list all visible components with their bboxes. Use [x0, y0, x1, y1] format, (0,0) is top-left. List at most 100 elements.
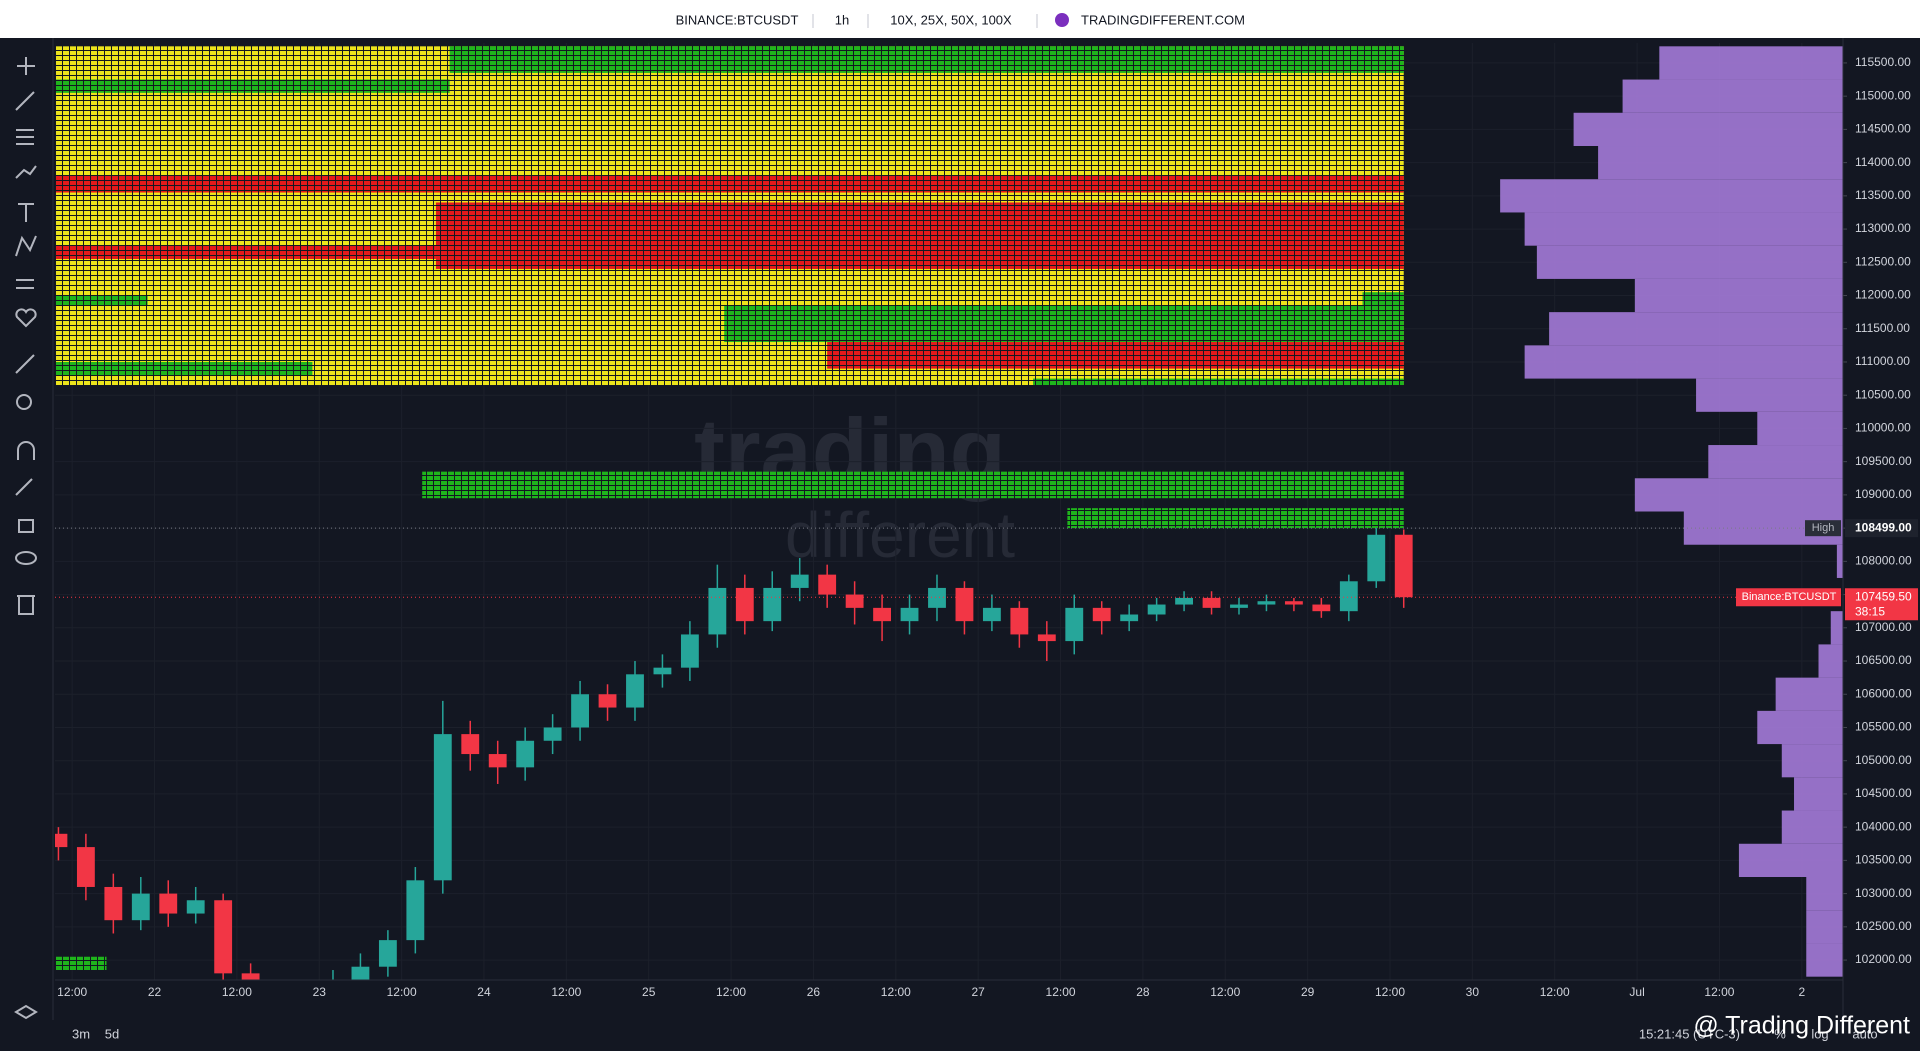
y-tick-label: 105500.00 — [1855, 720, 1912, 734]
profile-bar — [1696, 378, 1843, 412]
candle-body — [433, 734, 452, 881]
candle-body — [763, 587, 782, 622]
profile-bar — [1781, 810, 1843, 844]
left-toolbar — [0, 38, 53, 1051]
profile-bar — [1830, 611, 1843, 645]
y-tick-label: 110500.00 — [1855, 387, 1911, 401]
profile-bar — [1775, 677, 1843, 711]
x-tick-label: 2 — [1798, 985, 1805, 999]
y-tick-label: 110000.00 — [1855, 421, 1911, 435]
x-tick-label: 12:00 — [716, 985, 746, 999]
y-tick-label: 106000.00 — [1855, 686, 1912, 700]
range-button[interactable]: 3m — [72, 1026, 90, 1041]
y-tick-label: 103000.00 — [1855, 886, 1912, 900]
x-tick-label: 12:00 — [222, 985, 252, 999]
percent-toggle[interactable]: % — [1774, 1026, 1786, 1041]
candle-body — [1037, 634, 1056, 642]
log-toggle[interactable]: log — [1811, 1026, 1828, 1041]
candle-body — [653, 667, 672, 675]
candle-body — [131, 893, 150, 921]
y-tick-label: 102500.00 — [1855, 919, 1912, 933]
candle-body — [735, 587, 754, 622]
candle-body — [626, 674, 644, 708]
site-link[interactable]: TRADINGDIFFERENT.COM — [1081, 12, 1245, 27]
symbol[interactable]: BINANCE:BTCUSDT — [676, 12, 799, 27]
x-tick-label: 12:00 — [1540, 985, 1570, 999]
candle-body — [1120, 614, 1139, 622]
watermark-text: different — [785, 499, 1015, 571]
y-tick-label: 107000.00 — [1855, 620, 1912, 634]
x-tick-label: 12:00 — [1375, 985, 1405, 999]
candle-body — [76, 847, 95, 887]
profile-bar — [1794, 777, 1843, 811]
candle-body — [1175, 597, 1194, 605]
interval[interactable]: 1h — [835, 12, 849, 27]
x-tick-label: 12:00 — [57, 985, 87, 999]
high-label: 108499.00 — [1855, 520, 1912, 534]
candle-body — [1394, 534, 1413, 598]
indicator-settings[interactable]: 10X, 25X, 50X, 100X — [890, 12, 1012, 27]
candle-body — [1092, 607, 1111, 622]
candle-body — [488, 754, 507, 768]
candle-body — [982, 607, 1001, 622]
y-tick-label: 103500.00 — [1855, 853, 1912, 867]
profile-bar — [1781, 744, 1843, 778]
heatmap-band — [724, 305, 1404, 343]
auto-toggle[interactable]: auto — [1852, 1026, 1877, 1041]
candle-body — [55, 833, 68, 848]
plot-area — [55, 43, 1843, 1013]
price-label: 107459.50 — [1855, 589, 1912, 603]
x-tick-label: 12:00 — [551, 985, 581, 999]
y-tick-label: 112500.00 — [1855, 254, 1911, 268]
y-tick-label: 115000.00 — [1855, 88, 1911, 102]
x-tick-label: 30 — [1466, 985, 1480, 999]
candle-body — [680, 634, 699, 668]
candle-body — [1257, 601, 1276, 605]
logo-icon — [1055, 13, 1069, 27]
heatmap-band — [55, 295, 148, 306]
profile-bar — [1836, 544, 1843, 578]
y-tick-label: 113000.00 — [1855, 221, 1911, 235]
heatmap-band — [827, 342, 1404, 369]
axes: 102000.00 102500.00 103000.00 103500.00 1040… — [55, 38, 1918, 1020]
profile-bar — [1598, 146, 1843, 180]
tool-icons[interactable] — [14, 57, 38, 1020]
profile-bar — [1524, 212, 1843, 246]
range-button[interactable]: 5d — [105, 1026, 119, 1041]
profile-bar — [1757, 411, 1843, 446]
candle-body — [1367, 534, 1386, 582]
countdown: 38:15 — [1855, 604, 1885, 618]
heatmap-band — [55, 956, 107, 971]
candle-body — [1065, 607, 1084, 642]
profile-bar — [1536, 245, 1843, 279]
profile-bar — [1806, 876, 1843, 911]
high-tag-bg — [1805, 520, 1841, 537]
bottom-bar — [0, 1020, 1920, 1051]
candle-body — [543, 727, 562, 741]
candle-body — [1339, 581, 1358, 612]
y-tick-label: 115500.00 — [1855, 55, 1911, 69]
top-bar — [0, 0, 1920, 38]
candle-body — [845, 594, 864, 608]
y-tick-label: 104000.00 — [1855, 819, 1912, 833]
x-tick-label: 23 — [313, 985, 327, 999]
heatmap-band — [422, 471, 1404, 499]
x-tick-label: 24 — [477, 985, 491, 999]
profile-bar — [1818, 644, 1843, 678]
y-tick-label: 104500.00 — [1855, 786, 1912, 800]
candle-body — [297, 1000, 315, 1013]
y-tick-label: 113500.00 — [1855, 188, 1911, 202]
heatmap-band — [1033, 378, 1404, 386]
y-tick-label: 114500.00 — [1855, 122, 1911, 136]
candle-body — [1284, 601, 1303, 605]
x-tick-label: 12:00 — [387, 985, 417, 999]
profile-bar — [1634, 278, 1843, 313]
candle-body — [1010, 607, 1029, 635]
y-tick-label: 109500.00 — [1855, 454, 1912, 468]
x-tick-label: 29 — [1301, 985, 1315, 999]
credit: @ Trading Different — [1693, 1012, 1910, 1040]
price-label-bg — [1845, 588, 1918, 621]
heatmap-band — [55, 175, 1404, 193]
candle-body — [214, 900, 233, 974]
